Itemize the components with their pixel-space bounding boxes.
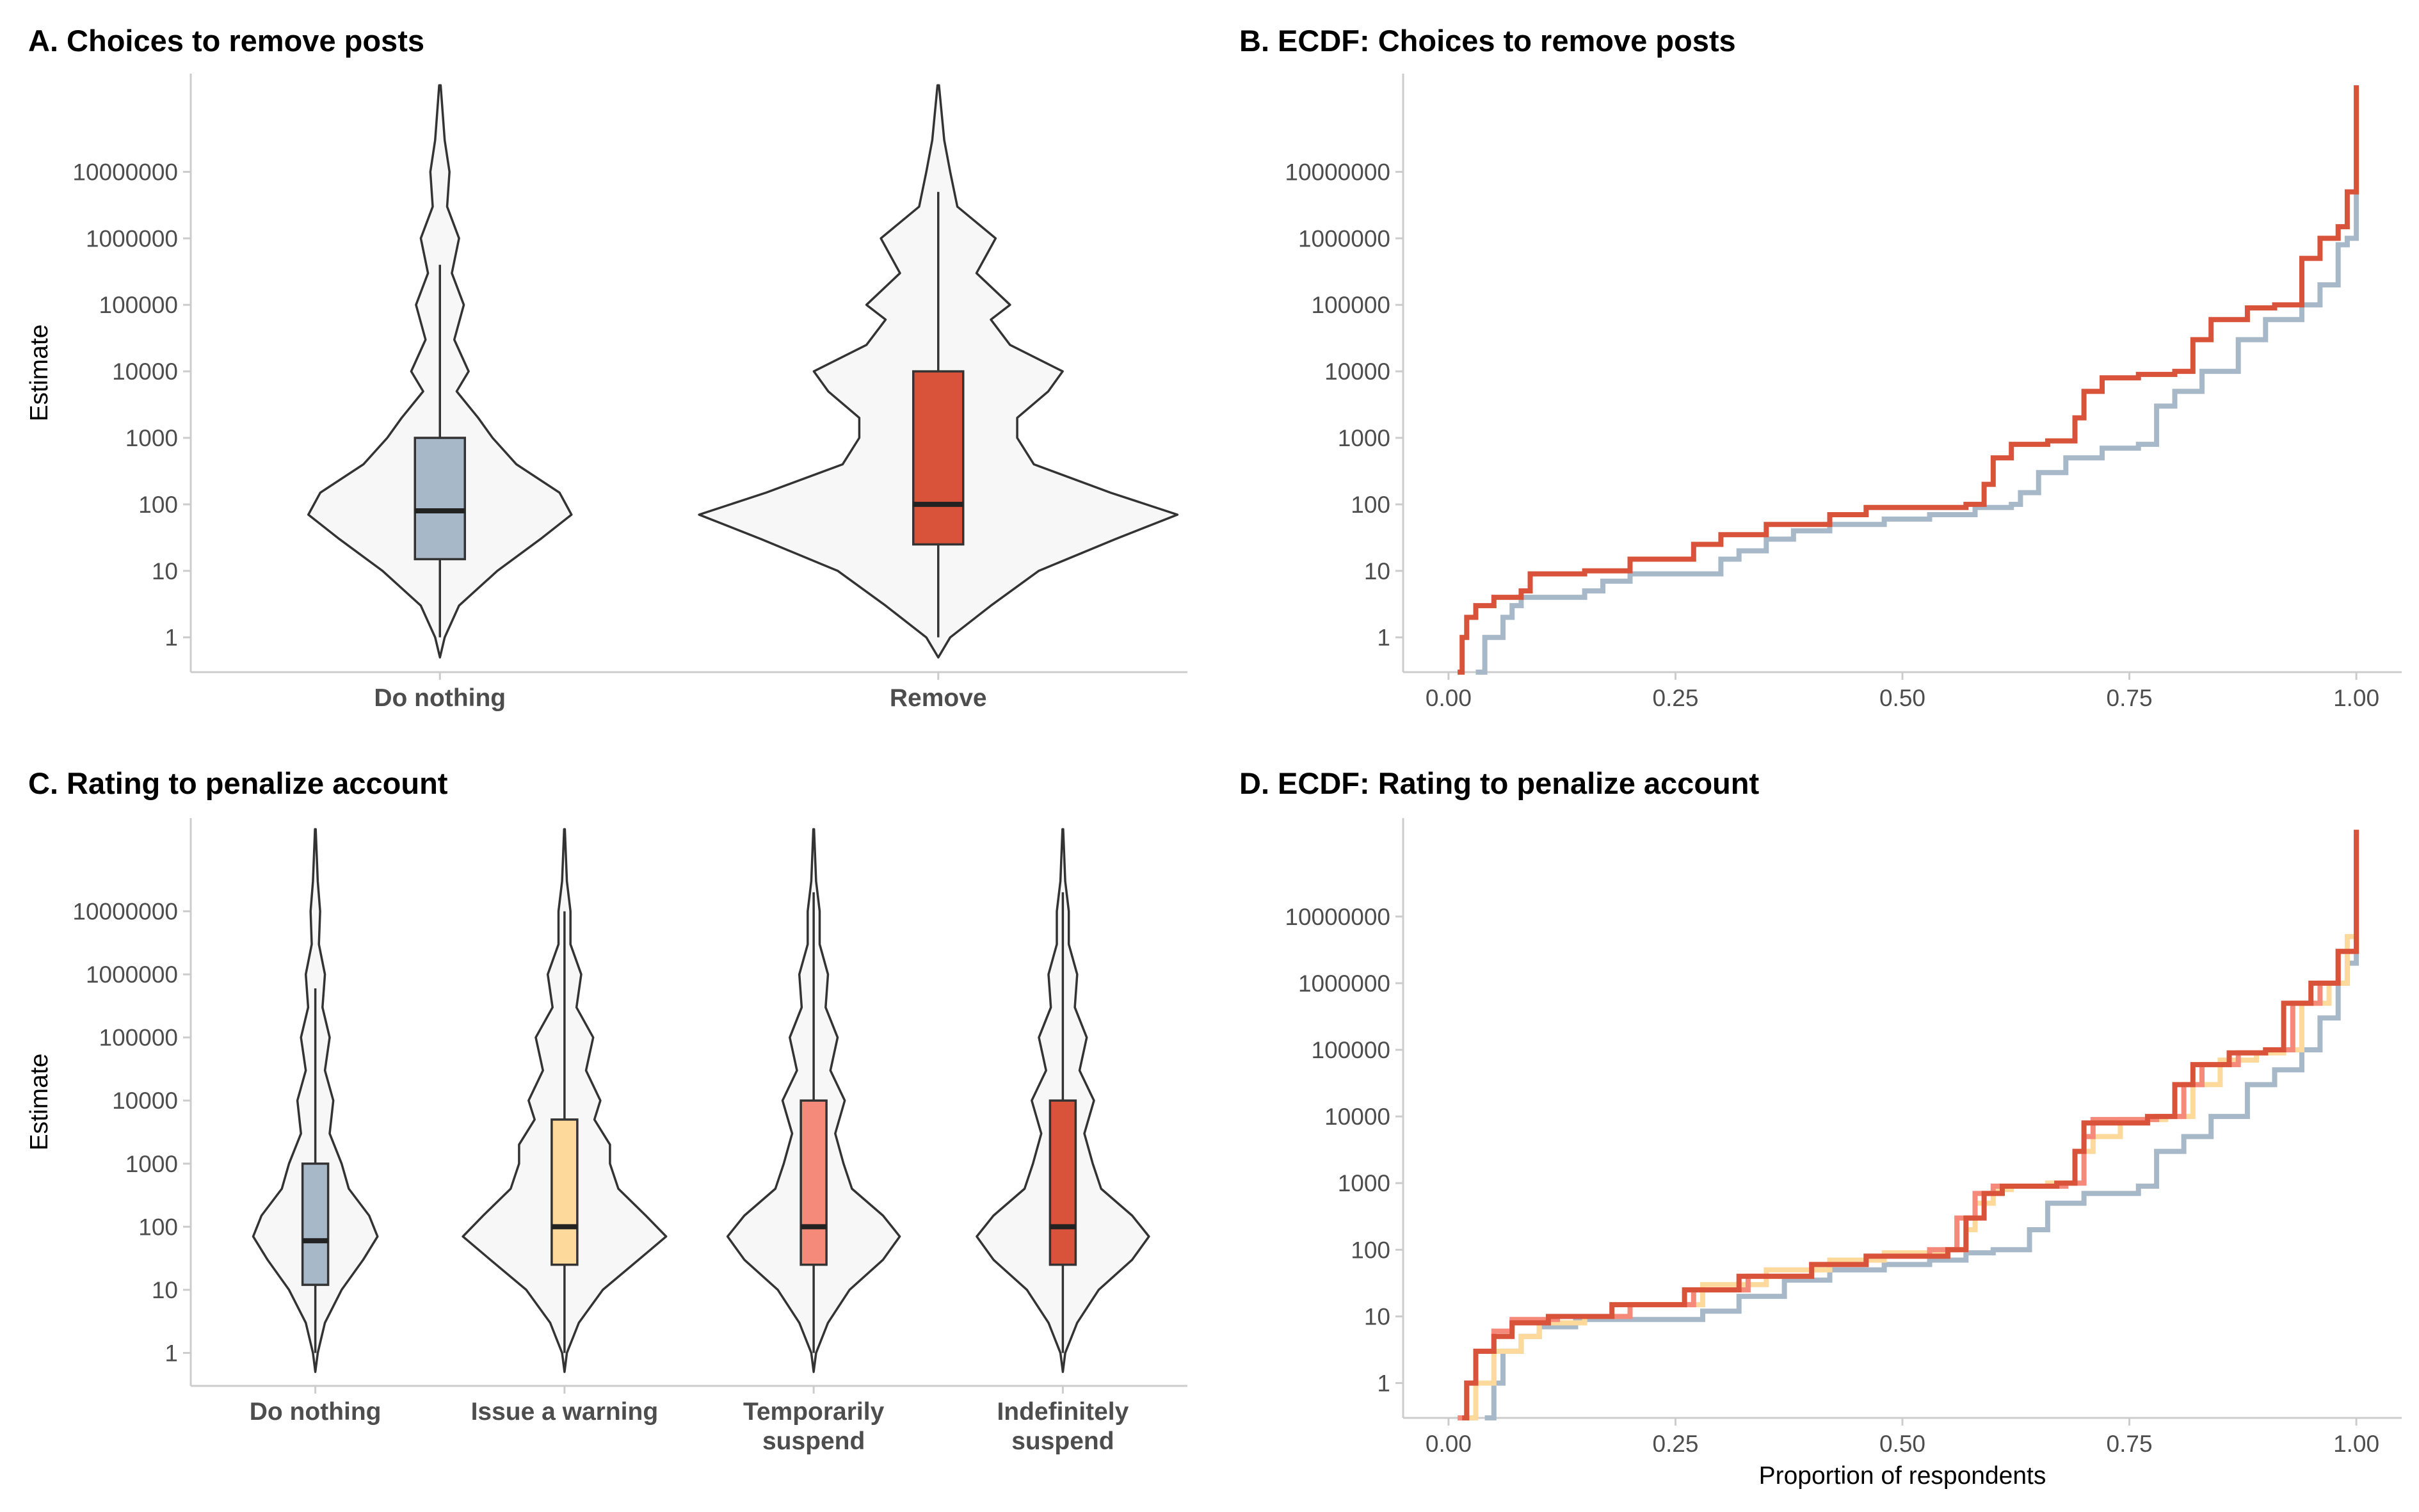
panel-c-x-tick-label: Temporarily suspend	[743, 1398, 885, 1455]
panel-d-y-tick-label: 10	[1364, 1303, 1390, 1330]
panel-c-box	[800, 1099, 828, 1266]
panel-c-x-tick-label-line: Do nothing	[250, 1398, 382, 1426]
panel-b-y-tick-label: 100000	[1312, 292, 1390, 318]
panel-c-y-tick-label: 100000	[99, 1025, 178, 1051]
panel-d-y-tick-label: 1	[1377, 1371, 1390, 1397]
panel-d-ecdf-series-line	[1467, 830, 2359, 1420]
panel-d-x-tick-label: 1.00	[2333, 1431, 2379, 1457]
panel-a-y-tick-label: 1000000	[86, 225, 178, 252]
panel-c-y-tick-label: 10000000	[72, 899, 178, 925]
panel-c-y-tick-label: 1	[165, 1340, 178, 1366]
panel-d-x-tick-label: 0.50	[1879, 1431, 1925, 1457]
panel-a-y-tick-label: 10000	[112, 358, 178, 385]
panel-a-violin-chart: 1 10 100 1000 10000 100000 1000000 10000000 Esti…	[26, 74, 1187, 712]
panel-b-y-tick-label: 1	[1377, 625, 1390, 651]
panel-d-y-tick-label: 10000000	[1285, 904, 1390, 930]
panel-d-x-axis-title: Proportion of respondents	[1759, 1462, 2046, 1490]
panel-d-ecdf-chart: 1 10 100 1000 10000 100000 1000000 10000000 0.00…	[1285, 818, 2402, 1490]
panel-a-title: A. Choices to remove posts	[28, 24, 424, 58]
panel-c-box	[301, 1162, 330, 1286]
panel-c-x-tick-label: Indefinitely suspend	[997, 1398, 1129, 1455]
panel-c-x-tick-label-line: Issue a warning	[471, 1398, 659, 1426]
panel-b-title: B. ECDF: Choices to remove posts	[1239, 24, 1736, 58]
panel-a-x-tick-label: Remove	[890, 684, 987, 712]
panel-c-x-tick-label: Do nothing	[250, 1398, 382, 1426]
panel-d-y-tick-label: 1000	[1338, 1170, 1390, 1196]
panel-c-x-tick-label-line: suspend	[1011, 1428, 1114, 1455]
panel-b-x-tick-label: 0.00	[1426, 685, 1472, 711]
panel-a-y-tick-label: 100	[138, 492, 178, 518]
panel-c-y-tick-label: 10	[152, 1277, 178, 1303]
panel-a-box	[414, 437, 466, 561]
panel-a-y-tick-label: 100000	[99, 292, 178, 318]
panel-a-y-axis-title: Estimate	[26, 325, 53, 422]
panel-d-ecdf-series-line	[1462, 830, 2359, 1420]
panel-c-x-tick-label-line: Temporarily	[743, 1398, 885, 1426]
panel-d-y-tick-label: 100	[1351, 1237, 1390, 1263]
panel-b-y-tick-label: 10	[1364, 558, 1390, 584]
panel-d-y-tick-label: 100000	[1312, 1037, 1390, 1063]
panel-c-box	[1049, 1099, 1077, 1266]
panel-c-y-tick-label: 1000	[125, 1151, 178, 1177]
panel-b-x-tick-label: 0.50	[1879, 685, 1925, 711]
panel-a-x-tick-label-line: Do nothing	[374, 684, 506, 712]
panel-d-x-tick-label: 0.00	[1426, 1431, 1472, 1457]
panel-b-ecdf-chart: 1 10 100 1000 10000 100000 1000000 10000000 0.00…	[1285, 74, 2402, 711]
panel-b-y-tick-label: 1000000	[1298, 225, 1390, 252]
panel-a-x-tick-label: Do nothing	[374, 684, 506, 712]
panel-b-y-tick-label: 1000	[1338, 425, 1390, 451]
panel-c-y-tick-label: 10000	[112, 1088, 178, 1114]
panel-b-y-tick-label: 100	[1351, 492, 1390, 518]
panel-b-y-tick-label: 10000	[1324, 358, 1390, 385]
panel-b-y-tick-label: 10000000	[1285, 159, 1390, 185]
panel-a-y-tick-label: 10000000	[72, 159, 178, 185]
panel-d-x-tick-label: 0.25	[1652, 1431, 1698, 1457]
panel-b-x-tick-label: 0.75	[2107, 685, 2153, 711]
panel-d-y-tick-label: 10000	[1324, 1104, 1390, 1130]
panel-b-ecdf-series-line	[1458, 85, 2359, 675]
panel-a-y-tick-label: 1	[165, 625, 178, 651]
panel-c-y-tick-label: 1000000	[86, 961, 178, 988]
panel-c-x-tick-label: Issue a warning	[471, 1398, 659, 1426]
panel-c-box	[551, 1118, 579, 1266]
panel-c-y-axis-title: Estimate	[26, 1054, 53, 1151]
panel-b-x-tick-label: 0.25	[1652, 685, 1698, 711]
panel-d-title: D. ECDF: Rating to penalize account	[1239, 766, 1760, 800]
panel-a-y-tick-label: 10	[152, 558, 178, 584]
panel-c-title: C. Rating to penalize account	[28, 766, 448, 800]
panel-c-x-tick-label-line: suspend	[762, 1428, 865, 1455]
panel-d-x-tick-label: 0.75	[2107, 1431, 2153, 1457]
panel-c-violin-chart: 1 10 100 1000 10000 100000 1000000 10000000 Esti…	[26, 818, 1187, 1455]
panel-d-ecdf-series-line	[1458, 830, 2359, 1420]
panel-d-ecdf-series-line	[1484, 830, 2359, 1420]
panel-c-x-tick-label-line: Indefinitely	[997, 1398, 1129, 1426]
panel-b-ecdf-series-line	[1475, 85, 2359, 675]
panel-a-box	[912, 370, 965, 546]
panel-c-y-tick-label: 100	[138, 1214, 178, 1240]
panel-b-x-tick-label: 1.00	[2333, 685, 2379, 711]
panel-a-x-tick-label-line: Remove	[890, 684, 987, 712]
panel-d-y-tick-label: 1000000	[1298, 970, 1390, 997]
panel-a-y-tick-label: 1000	[125, 425, 178, 451]
